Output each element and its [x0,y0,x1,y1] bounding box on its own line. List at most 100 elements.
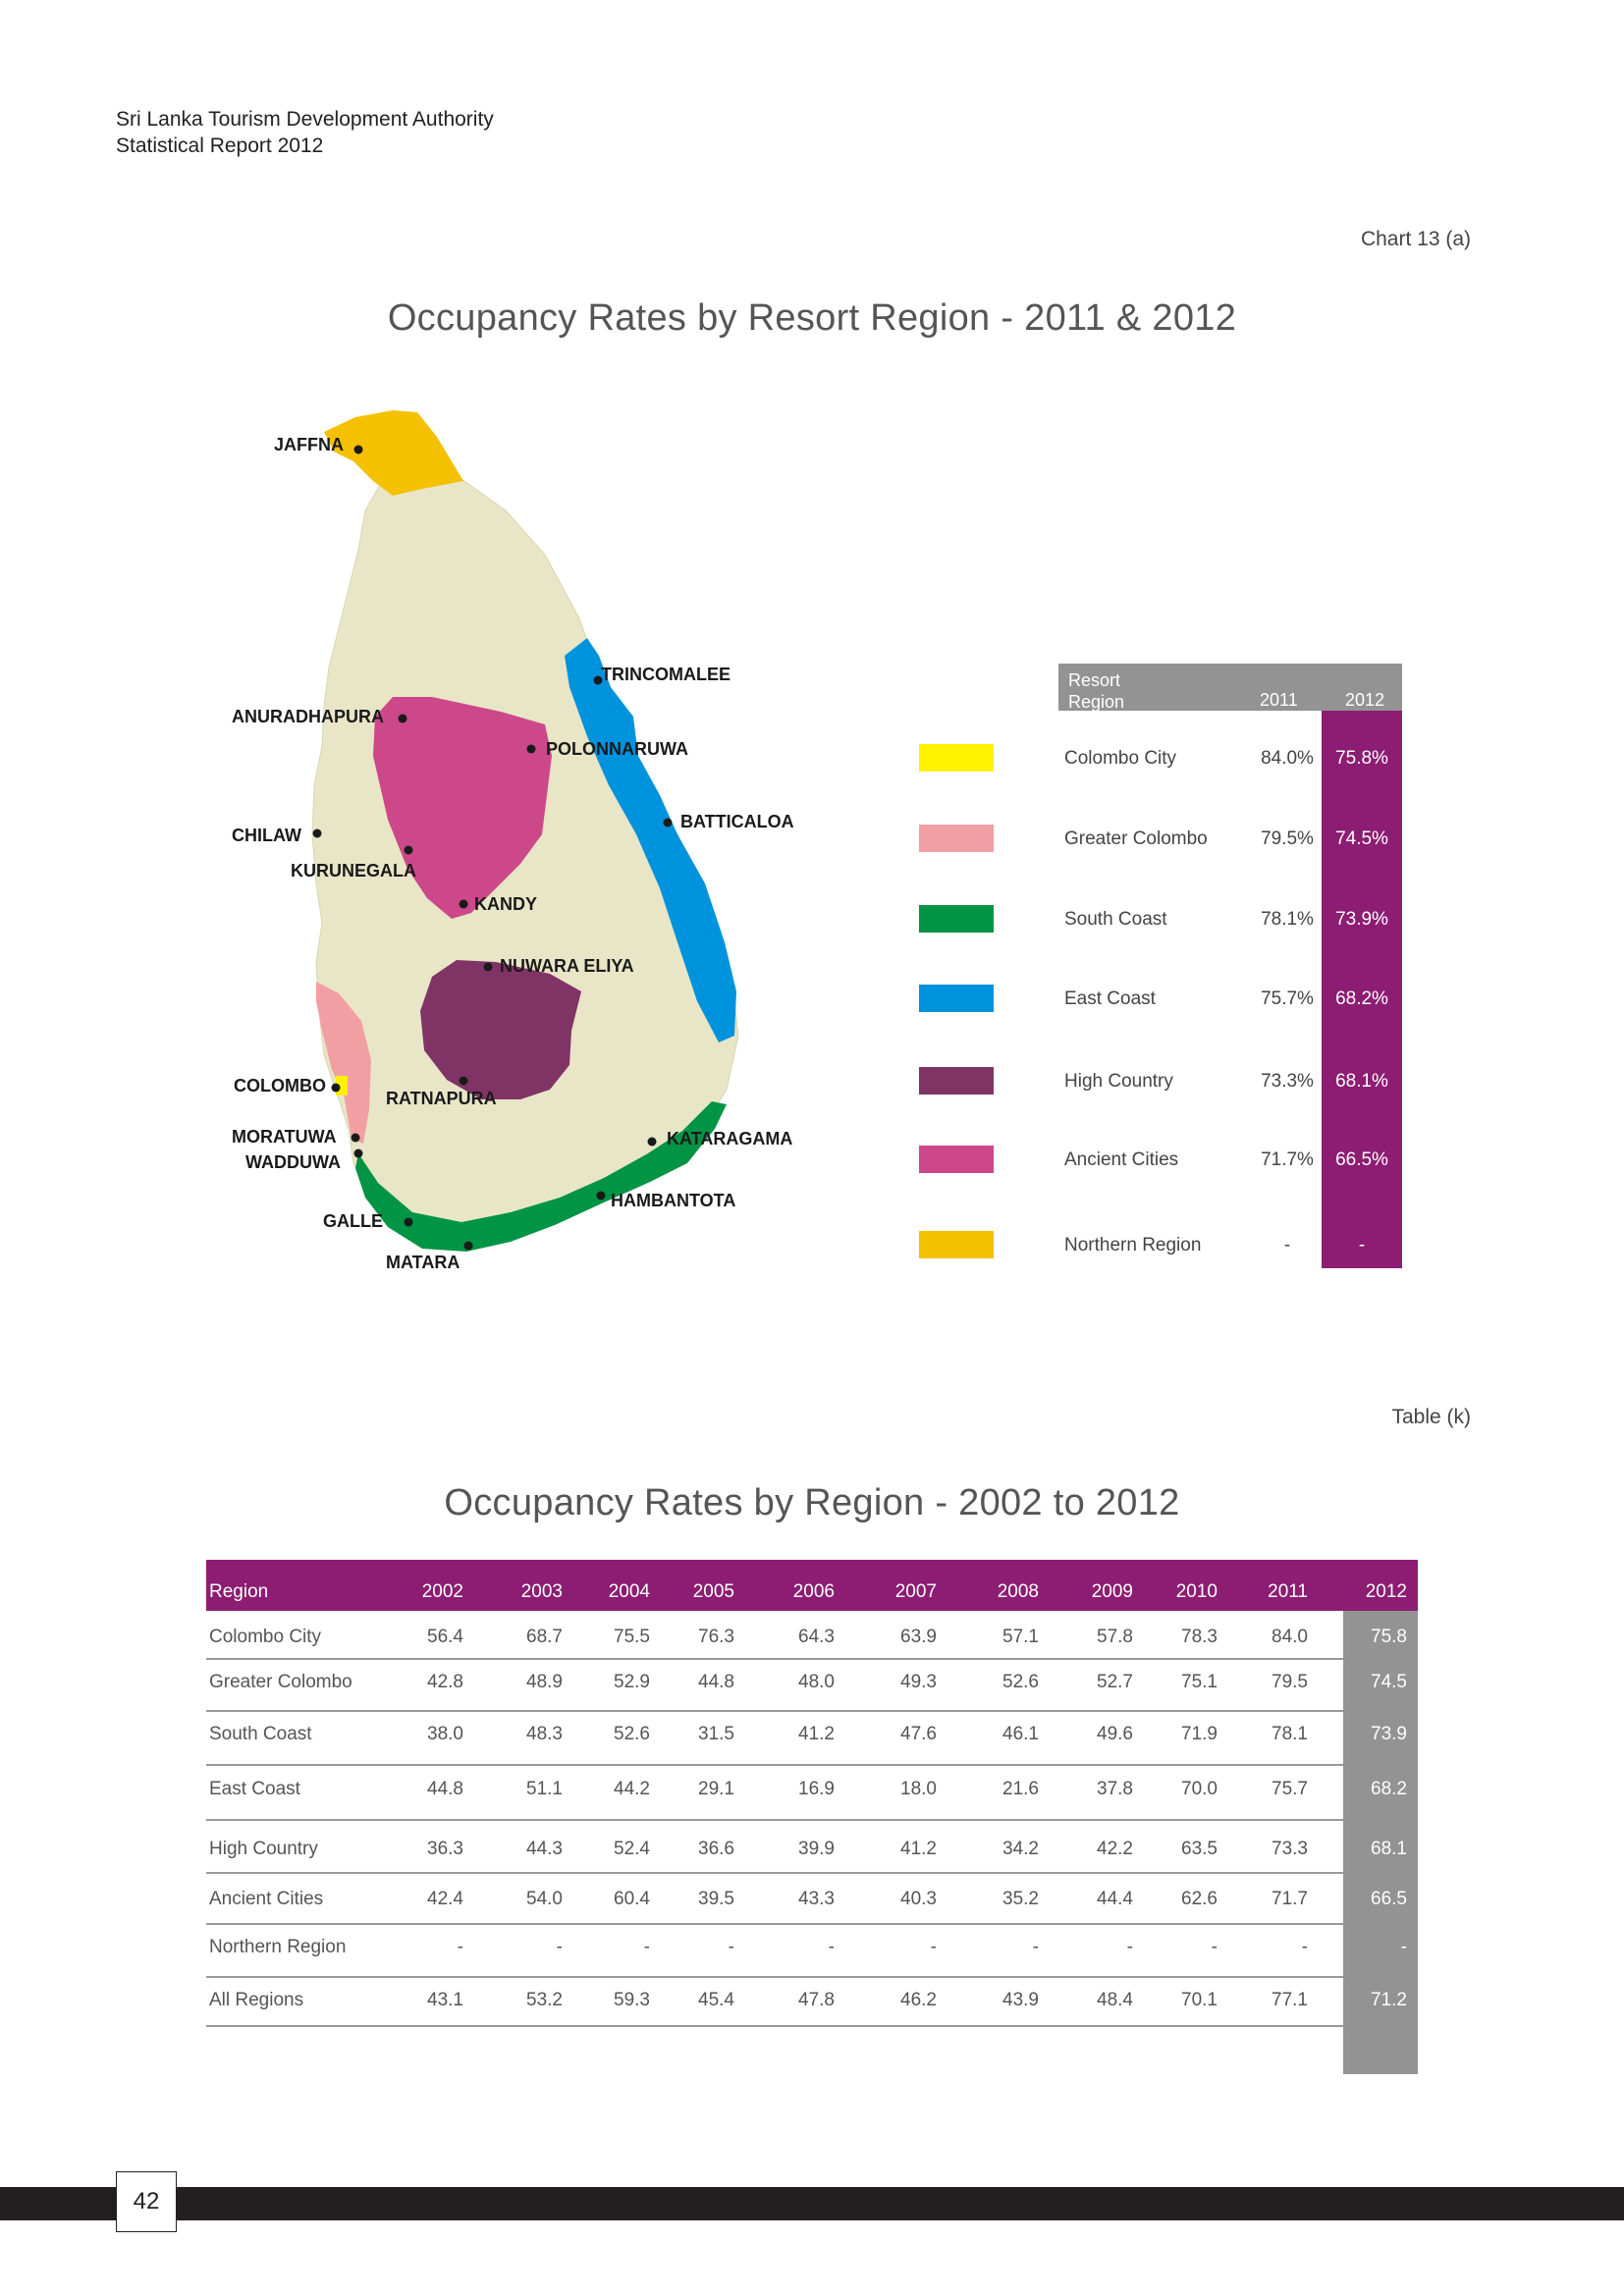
legend-value-2011: - [1283,1235,1291,1255]
table-rule [206,1764,1343,1766]
table-rule [206,1819,1343,1821]
row-value-2005: 44.8 [698,1672,734,1692]
row-value-2012: 74.5 [1371,1672,1407,1692]
row-value-2004: 60.4 [614,1889,650,1909]
row-value-2012: - [1400,1937,1407,1957]
row-value-2007: 47.6 [900,1724,937,1744]
row-value-2004: 52.6 [614,1724,650,1744]
kurunegala-label: KURUNEGALA [291,861,416,881]
row-value-2010: 63.5 [1181,1839,1218,1859]
legend-value-2011: 75.7% [1261,988,1314,1009]
legend-value-2011: 78.1% [1261,909,1314,930]
legend-head-2012: 2012 [1345,690,1385,710]
row-value-2002: 36.3 [427,1839,463,1859]
row-value-2010: 70.1 [1181,1990,1218,2010]
legend-swatch [919,1146,994,1173]
row-value-2006: 43.3 [798,1889,835,1909]
table-reference: Table (k) [1391,1406,1471,1428]
row-region: Greater Colombo [209,1672,352,1692]
row-value-2003: - [556,1937,563,1957]
row-value-2008: 57.1 [1002,1627,1039,1647]
moratuwa-marker [351,1133,360,1143]
header-year-2007: 2007 [894,1581,937,1602]
legend-head-region-text: Region [1068,692,1125,712]
row-value-2003: 68.7 [526,1627,563,1647]
polonnaruwa-marker [526,744,536,754]
row-region: Northern Region [209,1937,347,1957]
row-value-2012: 66.5 [1371,1889,1407,1909]
row-value-2007: 18.0 [900,1779,937,1799]
legend-swatch [919,905,994,933]
row-value-2008: - [1032,1937,1039,1957]
wadduwa-marker [353,1148,363,1158]
legend-region-name: East Coast [1064,988,1156,1009]
legend-row: East Coast 75.7% 68.2% [919,985,1410,1014]
row-value-2003: 48.9 [526,1672,563,1692]
matara-marker [463,1241,473,1251]
nuwara-eliya-marker [483,962,493,972]
footer-bar [0,2187,1624,2220]
ratnapura-marker [459,1076,468,1086]
row-value-2010: - [1211,1937,1218,1957]
legend-value-2012: 73.9% [1335,909,1388,930]
row-value-2004: 59.3 [614,1990,650,2010]
row-value-2006: 16.9 [798,1779,835,1799]
trincomalee-label: TRINCOMALEE [601,665,731,684]
legend-value-2011: 79.5% [1261,828,1314,849]
row-value-2005: 36.6 [698,1839,734,1859]
row-value-2006: 48.0 [798,1672,835,1692]
legend-value-2011: 84.0% [1261,748,1314,769]
row-value-2007: - [930,1937,937,1957]
hambantota-label: HAMBANTOTA [611,1191,735,1210]
row-value-2005: 31.5 [698,1724,734,1744]
row-value-2008: 34.2 [1002,1839,1039,1859]
row-value-2010: 70.0 [1181,1779,1218,1799]
header-year-2009: 2009 [1091,1581,1133,1602]
header-year-2005: 2005 [692,1581,734,1602]
row-value-2009: - [1126,1937,1133,1957]
legend-value-2012: 66.5% [1335,1149,1388,1170]
jaffna-label: JAFFNA [274,435,344,454]
row-value-2005: 29.1 [698,1779,734,1799]
row-value-2002: - [457,1937,463,1957]
town-markers [312,445,673,1251]
kataragama-label: KATARAGAMA [667,1129,792,1148]
row-region: South Coast [209,1724,312,1744]
legend-value-2012: 68.2% [1335,988,1388,1009]
legend-row: Northern Region - - [919,1231,1410,1260]
header-line-1: Sri Lanka Tourism Development Authority [116,108,494,131]
anuradhapura-marker [398,714,407,723]
legend-region-name: High Country [1064,1071,1173,1092]
row-value-2008: 35.2 [1002,1889,1039,1909]
row-value-2008: 21.6 [1002,1779,1039,1799]
legend-value-2011: 73.3% [1261,1071,1314,1092]
legend-value-2011: 71.7% [1261,1149,1314,1170]
sri-lanka-resort-region-map: JAFFNA TRINCOMALEE ANURADHAPURA POLONNAR… [232,410,794,1272]
table-header-row: Region 2002 2003 2004 2005 2006 2007 2008 2009 2… [206,1560,1418,1611]
legend-row: High Country 73.3% 68.1% [919,1067,1410,1096]
row-value-2008: 52.6 [1002,1672,1039,1692]
legend-swatch [919,985,994,1012]
legend-row: Colombo City 84.0% 75.8% [919,744,1410,774]
row-value-2005: 39.5 [698,1889,734,1909]
northern-region-area [324,410,463,496]
row-value-2010: 71.9 [1181,1724,1218,1744]
matara-label: MATARA [386,1253,460,1272]
row-value-2004: 75.5 [614,1627,650,1647]
row-value-2012: 68.2 [1371,1779,1407,1799]
header-year-2010: 2010 [1175,1581,1218,1602]
legend-swatch [919,1067,994,1095]
colombo-label: COLOMBO [234,1076,326,1095]
legend-region-name: Northern Region [1064,1235,1202,1255]
batticaloa-marker [663,818,673,828]
header-year-2002: 2002 [421,1581,463,1602]
row-value-2012: 73.9 [1371,1724,1407,1744]
row-value-2009: 49.6 [1097,1724,1133,1744]
row-value-2007: 49.3 [900,1672,937,1692]
legend-head-2011: 2011 [1260,690,1298,710]
legend-value-2012: 68.1% [1335,1071,1388,1092]
row-region: Ancient Cities [209,1889,324,1909]
row-value-2009: 42.2 [1097,1839,1133,1859]
trincomalee-marker [593,675,603,685]
row-value-2005: 45.4 [698,1990,734,2010]
